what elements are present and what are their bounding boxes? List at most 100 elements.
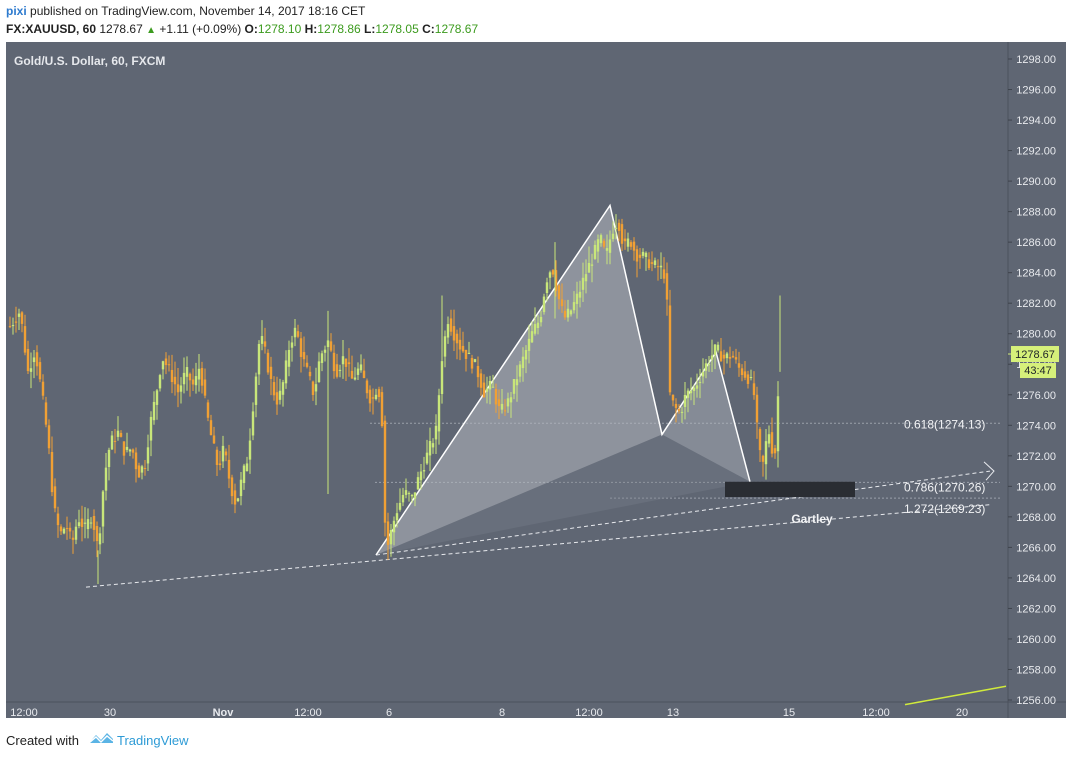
candle[interactable] bbox=[767, 425, 771, 448]
candle[interactable] bbox=[689, 377, 693, 401]
candle[interactable] bbox=[662, 257, 666, 284]
candle[interactable] bbox=[335, 353, 339, 379]
candle[interactable] bbox=[470, 354, 474, 374]
candle[interactable] bbox=[509, 392, 513, 418]
candle[interactable] bbox=[14, 306, 18, 333]
candle[interactable] bbox=[59, 524, 63, 536]
candle[interactable] bbox=[686, 388, 690, 413]
candle[interactable] bbox=[569, 309, 573, 317]
candle[interactable] bbox=[314, 367, 318, 406]
candle[interactable] bbox=[446, 316, 450, 344]
candle[interactable] bbox=[539, 310, 543, 327]
candle[interactable] bbox=[737, 351, 741, 377]
candle[interactable] bbox=[122, 441, 126, 465]
pattern-xab-triangle[interactable] bbox=[376, 205, 662, 556]
candle[interactable] bbox=[62, 527, 66, 535]
candle[interactable] bbox=[590, 253, 594, 283]
candle[interactable] bbox=[164, 352, 168, 375]
candle[interactable] bbox=[110, 431, 114, 450]
candle[interactable] bbox=[47, 419, 51, 455]
candle[interactable] bbox=[320, 350, 324, 372]
candle[interactable] bbox=[626, 232, 630, 252]
candle[interactable] bbox=[32, 349, 36, 379]
candle[interactable] bbox=[434, 414, 438, 454]
candle[interactable] bbox=[185, 356, 189, 391]
candle[interactable] bbox=[674, 398, 678, 423]
candle[interactable] bbox=[554, 260, 558, 297]
author-link[interactable]: pixi bbox=[6, 4, 27, 18]
trendlines[interactable] bbox=[85, 461, 1007, 706]
time-axis-background[interactable] bbox=[6, 702, 1008, 718]
tradingview-link[interactable]: TradingView bbox=[117, 733, 189, 748]
candle[interactable] bbox=[632, 237, 636, 261]
candle[interactable] bbox=[194, 362, 198, 394]
candle[interactable] bbox=[11, 317, 15, 335]
candle[interactable] bbox=[68, 522, 72, 539]
candle[interactable] bbox=[698, 368, 702, 399]
candle[interactable] bbox=[296, 324, 300, 339]
candle[interactable] bbox=[308, 366, 312, 381]
candle[interactable] bbox=[275, 376, 279, 415]
candle[interactable] bbox=[650, 251, 654, 272]
candle[interactable] bbox=[299, 331, 303, 373]
candle[interactable] bbox=[290, 335, 294, 362]
candle[interactable] bbox=[131, 448, 135, 459]
candle[interactable] bbox=[377, 386, 381, 403]
candle[interactable] bbox=[443, 330, 447, 368]
candle[interactable] bbox=[461, 331, 465, 353]
candle[interactable] bbox=[464, 349, 468, 372]
candle[interactable] bbox=[551, 268, 555, 278]
candle[interactable] bbox=[512, 379, 516, 400]
candle[interactable] bbox=[395, 502, 399, 528]
target-zone[interactable] bbox=[725, 481, 855, 498]
candle[interactable] bbox=[713, 344, 717, 370]
candle[interactable] bbox=[227, 444, 231, 489]
candle[interactable] bbox=[752, 371, 756, 400]
candle[interactable] bbox=[644, 251, 648, 271]
candle[interactable] bbox=[191, 368, 195, 392]
candle[interactable] bbox=[284, 350, 288, 389]
candle[interactable] bbox=[26, 340, 30, 374]
candle[interactable] bbox=[683, 381, 687, 420]
candle[interactable] bbox=[620, 218, 624, 252]
candle[interactable] bbox=[476, 356, 480, 388]
candle[interactable] bbox=[707, 355, 711, 372]
candle[interactable] bbox=[101, 489, 105, 544]
candle[interactable] bbox=[44, 396, 48, 428]
candle[interactable] bbox=[515, 365, 519, 402]
candle[interactable] bbox=[137, 462, 141, 478]
candle[interactable] bbox=[608, 230, 612, 265]
candle[interactable] bbox=[386, 512, 390, 560]
candle[interactable] bbox=[242, 463, 246, 490]
candle[interactable] bbox=[77, 509, 81, 529]
candle[interactable] bbox=[338, 364, 342, 378]
candle[interactable] bbox=[722, 349, 726, 375]
candle[interactable] bbox=[155, 389, 159, 420]
candle[interactable] bbox=[665, 262, 669, 316]
candle[interactable] bbox=[266, 349, 270, 375]
candle[interactable] bbox=[740, 364, 744, 382]
candle[interactable] bbox=[341, 340, 345, 379]
candle[interactable] bbox=[560, 283, 564, 313]
candle[interactable] bbox=[761, 454, 765, 477]
support-trendline[interactable] bbox=[85, 504, 991, 588]
candle[interactable] bbox=[332, 344, 336, 379]
candle[interactable] bbox=[428, 427, 432, 472]
candle[interactable] bbox=[482, 374, 486, 398]
candle[interactable] bbox=[563, 300, 567, 320]
candle[interactable] bbox=[398, 488, 402, 512]
candle[interactable] bbox=[638, 247, 642, 269]
candle[interactable] bbox=[344, 358, 348, 382]
candle[interactable] bbox=[572, 291, 576, 314]
candle[interactable] bbox=[710, 339, 714, 372]
candle[interactable] bbox=[431, 438, 435, 454]
candle[interactable] bbox=[545, 277, 549, 302]
candle[interactable] bbox=[692, 384, 696, 406]
candle[interactable] bbox=[182, 357, 186, 394]
candle[interactable] bbox=[383, 415, 387, 537]
candle[interactable] bbox=[701, 358, 705, 384]
candle[interactable] bbox=[212, 426, 216, 444]
candle[interactable] bbox=[743, 360, 747, 381]
candle[interactable] bbox=[278, 378, 282, 405]
candle[interactable] bbox=[230, 474, 234, 505]
